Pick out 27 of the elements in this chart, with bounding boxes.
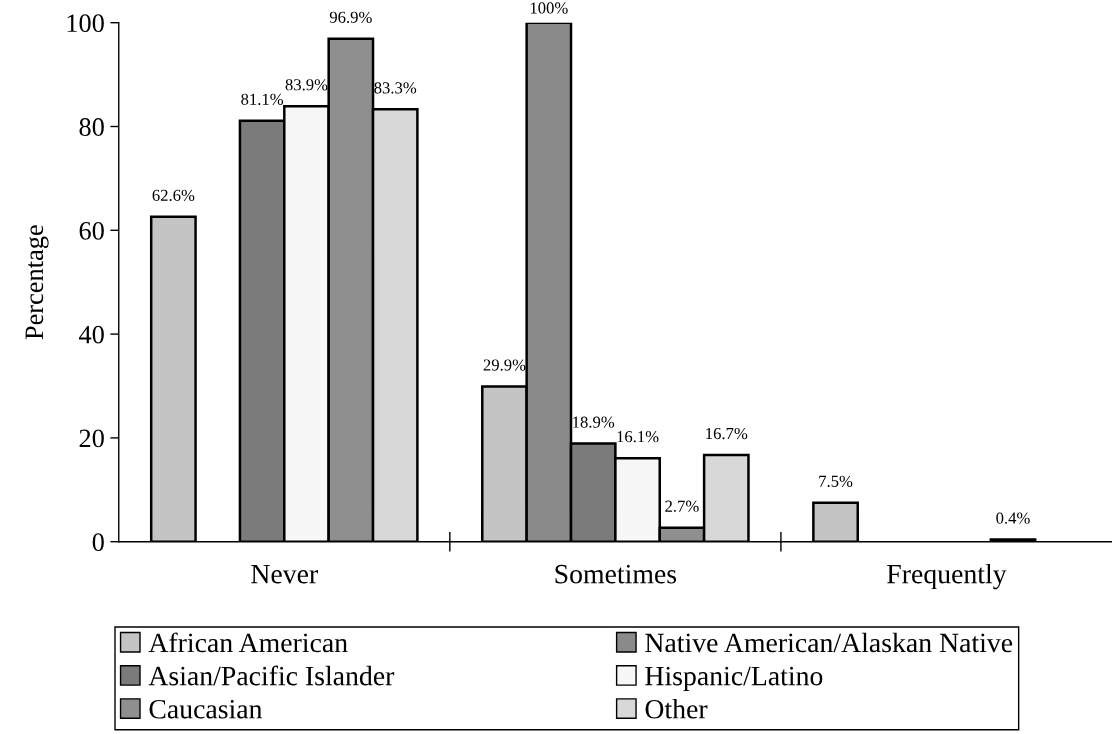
legend-label: Other <box>645 699 708 719</box>
x-tick-label: Sometimes <box>555 564 677 584</box>
data-label: 18.9% <box>573 416 615 428</box>
x-tick-label: Never <box>251 565 318 584</box>
data-label: 62.6% <box>152 189 195 201</box>
data-label: 100% <box>530 2 568 14</box>
y-tick-label: 0 <box>92 533 104 552</box>
legend-label: Hispanic/Latino <box>645 666 823 692</box>
legend-label: Caucasian <box>149 699 263 719</box>
y-tick-label: 40 <box>78 325 104 344</box>
y-tick-label: 100 <box>67 14 104 33</box>
data-label: 2.7% <box>665 500 699 512</box>
y-tick-label: 60 <box>79 221 104 240</box>
legend-label: Asian/Pacific Islander <box>148 665 395 686</box>
data-label: 16.1% <box>617 431 659 443</box>
y-tick-label: 20 <box>79 429 104 448</box>
data-label: 83.3% <box>374 82 417 94</box>
x-tick-label: Frequently <box>887 563 1007 590</box>
legend-label: Native American/Alaskan Native <box>645 632 1013 653</box>
data-label: 7.5% <box>819 475 853 487</box>
data-label: 81.1% <box>241 93 284 105</box>
data-label: 16.7% <box>706 427 748 440</box>
data-label: 0.4% <box>996 512 1030 524</box>
data-label: 96.9% <box>329 11 372 23</box>
y-tick-label: 80 <box>79 118 104 136</box>
y-axis-title: Percentage <box>25 225 49 340</box>
legend-label: African American <box>148 632 348 653</box>
